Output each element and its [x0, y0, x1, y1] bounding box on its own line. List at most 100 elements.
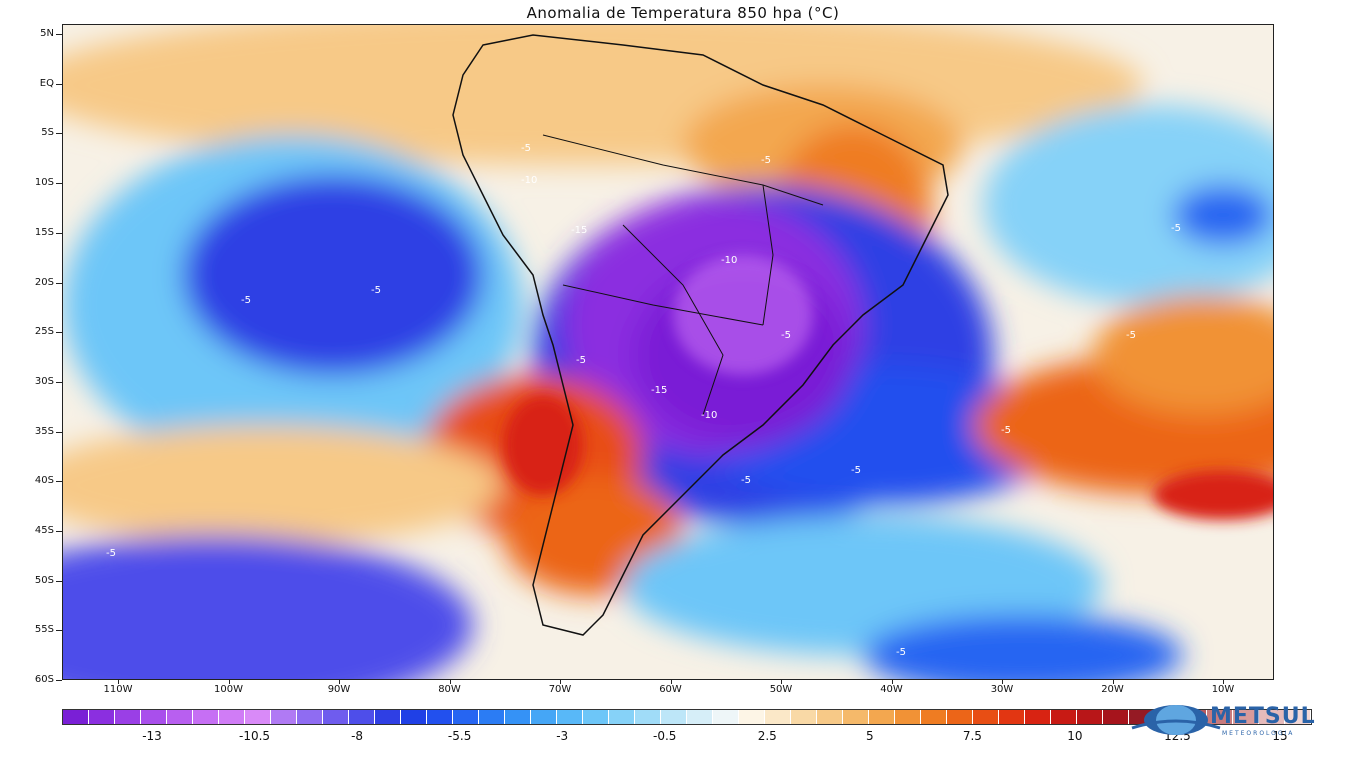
- colorbar-swatch: [791, 710, 817, 724]
- colorbar-swatch: [765, 710, 791, 724]
- colorbar-swatch: [375, 710, 401, 724]
- contour-label: -5: [576, 355, 586, 366]
- latitude-tick: [56, 481, 62, 483]
- colorbar-swatch: [1025, 710, 1051, 724]
- longitude-label: 100W: [214, 684, 243, 695]
- colorbar-swatch: [895, 710, 921, 724]
- colorbar-swatch: [1259, 710, 1285, 724]
- colorbar-swatch: [505, 710, 531, 724]
- contour-label: -5: [1001, 425, 1011, 436]
- contour-label: -10: [721, 255, 738, 266]
- longitude-tick: [560, 680, 561, 684]
- longitude-label: 20W: [1101, 684, 1124, 695]
- colorbar-swatch: [1233, 710, 1259, 724]
- map-title: Anomalia de Temperatura 850 hpa (°C): [526, 4, 840, 22]
- contour-label: -5: [761, 155, 771, 166]
- latitude-label: 45S: [34, 525, 54, 536]
- contour-label: -10: [521, 175, 538, 186]
- longitude-label: 10W: [1211, 684, 1235, 695]
- contour-label: -15: [571, 225, 588, 236]
- colorbar-tick-label: -10.5: [239, 729, 271, 743]
- colorbar-swatch: [1103, 710, 1129, 724]
- colorbar-swatch: [843, 710, 869, 724]
- contour-label: -5: [241, 295, 251, 306]
- latitude-tick: [56, 133, 62, 135]
- colorbar-tick-label: -8: [351, 729, 364, 743]
- colorbar-swatch: [297, 710, 323, 724]
- longitude-tick: [781, 680, 782, 684]
- south-america-outline: [452, 34, 949, 636]
- metsul-logo-icon: [1131, 705, 1221, 735]
- colorbar-swatch: [1077, 710, 1103, 724]
- latitude-label: 60S: [34, 674, 54, 686]
- colorbar-tick-label: -5.5: [447, 729, 472, 743]
- contour-label: -5: [371, 285, 381, 296]
- colorbar-tick-label: 15: [1272, 729, 1288, 743]
- longitude-label: 30W: [990, 684, 1014, 695]
- latitude-label: 20S: [34, 276, 54, 288]
- contour-label: -5: [781, 330, 791, 341]
- colorbar-swatch: [921, 710, 947, 724]
- contour-label: -5: [851, 465, 861, 476]
- longitude-label: 70W: [548, 684, 572, 695]
- longitude-tick: [1002, 680, 1003, 684]
- colorbar-swatch: [1285, 710, 1311, 724]
- longitude-tick: [1112, 680, 1114, 684]
- colorbar-tick-label: 5: [865, 729, 874, 743]
- longitude-tick: [339, 680, 340, 684]
- longitude-tick: [670, 680, 672, 684]
- colorbar-swatch: [973, 710, 999, 724]
- contour-label: -15: [651, 385, 668, 396]
- logo-tagline: METEOROLOGIA: [1222, 730, 1295, 737]
- longitude-label: 50W: [769, 684, 793, 695]
- colorbar-swatch: [349, 710, 375, 724]
- anomaly-field: [63, 25, 1273, 679]
- longitude-tick: [1223, 680, 1224, 684]
- colorbar-swatch: [245, 710, 271, 724]
- contour-label: -5: [741, 475, 751, 486]
- colorbar-tick-label: -13: [142, 729, 162, 743]
- colorbar-swatch: [609, 710, 635, 724]
- colorbar-tick-label: 10: [1067, 729, 1083, 743]
- latitude-label: 25S: [34, 326, 54, 338]
- colorbar-tick-label: 7.5: [962, 729, 982, 743]
- colorbar-swatch: [89, 710, 115, 724]
- colorbar-swatch: [1051, 710, 1077, 724]
- colorbar-swatch: [739, 710, 765, 724]
- colorbar-swatch: [869, 710, 895, 724]
- anomaly-map: -5 -10 -15 -10 -15 -10 -5 -5 -5 -5 -5 -5 -5 -5 -5 -5 -5 -…: [62, 24, 1274, 680]
- latitude-tick: [56, 580, 62, 582]
- latitude-tick: [56, 531, 62, 532]
- latitude-tick: [56, 83, 62, 85]
- latitude-tick: [56, 183, 62, 185]
- latitude-label: EQ: [39, 77, 54, 89]
- colorbar-swatch: [323, 710, 349, 724]
- colorbar-swatch: [271, 710, 297, 724]
- colorbar-swatch: [219, 710, 245, 724]
- colorbar-swatch: [141, 710, 167, 724]
- colorbar-swatch: [557, 710, 583, 724]
- colorbar-swatch: [947, 710, 973, 724]
- latitude-label: 50S: [34, 574, 54, 586]
- colorbar-swatch: [713, 710, 739, 724]
- colorbar-swatch: [63, 710, 89, 724]
- colorbar-swatch: [1207, 710, 1233, 724]
- contour-label: -10: [701, 410, 718, 421]
- latitude-tick: [56, 282, 62, 284]
- latitude-label: 10S: [34, 177, 54, 189]
- latitude-tick: [56, 431, 62, 433]
- longitude-label: 40W: [880, 684, 903, 695]
- latitude-tick: [56, 630, 62, 632]
- longitude-label: 60W: [659, 684, 682, 695]
- colorbar-tick-label: 2.5: [757, 729, 777, 743]
- latitude-label: 35S: [34, 425, 54, 437]
- latitude-label: 5S: [41, 127, 54, 139]
- colorbar-swatch: [401, 710, 427, 724]
- colorbar-swatch: [999, 710, 1025, 724]
- latitude-label: 40S: [34, 475, 54, 487]
- colorbar-swatch: [167, 710, 193, 724]
- contour-label: -5: [521, 143, 531, 154]
- latitude-tick: [56, 232, 62, 234]
- contour-label: -5: [1126, 330, 1136, 341]
- longitude-label: 110W: [103, 684, 133, 695]
